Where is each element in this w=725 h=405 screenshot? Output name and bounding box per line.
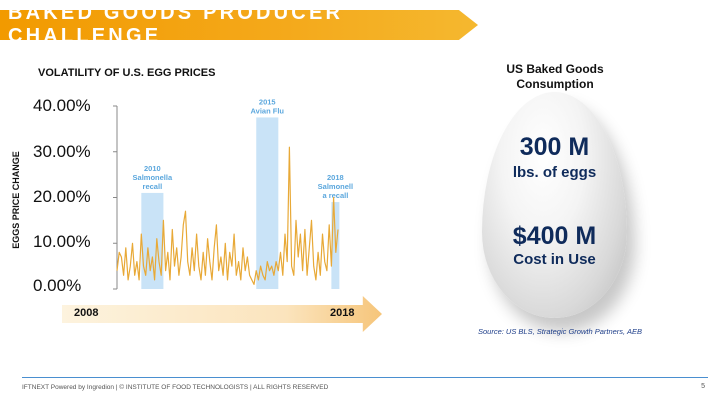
event-label: Salmonella xyxy=(133,173,173,182)
egg-stat1-label: lbs. of eggs xyxy=(512,164,597,181)
page-number: 5 xyxy=(701,383,705,390)
y-tick-label: 0.00% xyxy=(33,276,82,295)
title-banner: BAKED GOODS PRODUCER CHALLENGE xyxy=(0,10,478,40)
event-label: Avian Flu xyxy=(251,106,285,115)
y-tick-label: 20.00% xyxy=(33,187,91,206)
egg-title-line2: Consumption xyxy=(516,77,594,91)
footer-divider xyxy=(22,377,708,378)
y-tick-label: 10.00% xyxy=(33,232,91,251)
egg-stat2-label: Cost in Use xyxy=(513,251,596,268)
event-label: 2010 xyxy=(144,164,161,173)
egg-title-line1: US Baked Goods xyxy=(506,62,604,76)
source-note: Source: US BLS, Strategic Growth Partner… xyxy=(478,327,642,336)
egg-stat2-value: $400 M xyxy=(512,222,597,250)
egg-illustration xyxy=(482,92,627,318)
chart-title: VOLATILITY OF U.S. EGG PRICES xyxy=(38,67,216,79)
event-label: recall xyxy=(143,182,163,191)
egg-price-line xyxy=(116,146,339,285)
egg-section-title: US Baked Goods Consumption xyxy=(470,62,640,92)
timeline-end-label: 2018 xyxy=(330,307,355,319)
y-tick-label: 30.00% xyxy=(33,142,91,161)
event-label: 2018 xyxy=(327,173,344,182)
footer-text: IFTNEXT Powered by Ingredion | © INSTITU… xyxy=(22,384,329,391)
timeline-arrow: 2008 2018 xyxy=(62,296,382,332)
banner-title: BAKED GOODS PRODUCER CHALLENGE xyxy=(8,2,344,47)
egg-stat1-value: 300 M xyxy=(519,133,590,161)
event-band xyxy=(141,192,164,289)
event-band xyxy=(256,117,279,289)
timeline-start-label: 2008 xyxy=(74,307,99,319)
event-label: 2015 xyxy=(259,97,276,106)
event-label: Salmonell xyxy=(318,182,353,191)
y-tick-label: 40.00% xyxy=(33,96,91,115)
event-label: a recall xyxy=(322,191,348,200)
